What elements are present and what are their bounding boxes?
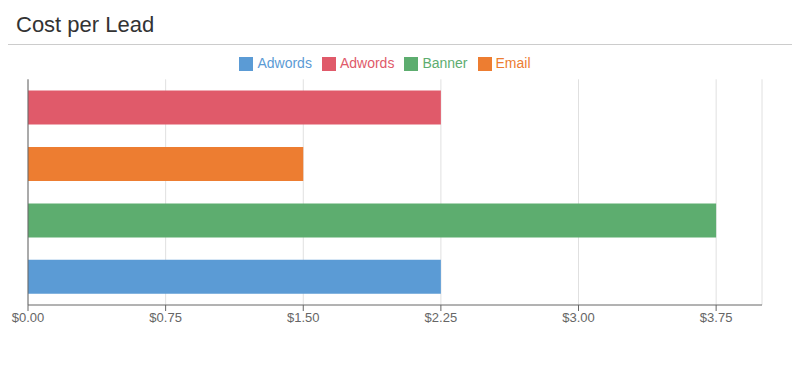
html-text:Cost per Lead: Cost per Lead — [16, 12, 155, 37]
html-text:Adwords: Adwords — [257, 55, 312, 71]
svg-text:$2.25: $2.25 — [425, 310, 458, 325]
svg-text:$1.50: $1.50 — [287, 310, 320, 325]
html-text:Adwords: Adwords — [339, 55, 395, 71]
svg-text:$3.75: $3.75 — [700, 310, 733, 325]
svg-text:$0.75: $0.75 — [149, 310, 182, 325]
html-text:Email: Email — [495, 55, 531, 71]
html-text:Banner: Banner — [422, 55, 468, 71]
svg-text:$3.00: $3.00 — [562, 310, 595, 325]
svg-text:$0.00: $0.00 — [12, 310, 45, 325]
